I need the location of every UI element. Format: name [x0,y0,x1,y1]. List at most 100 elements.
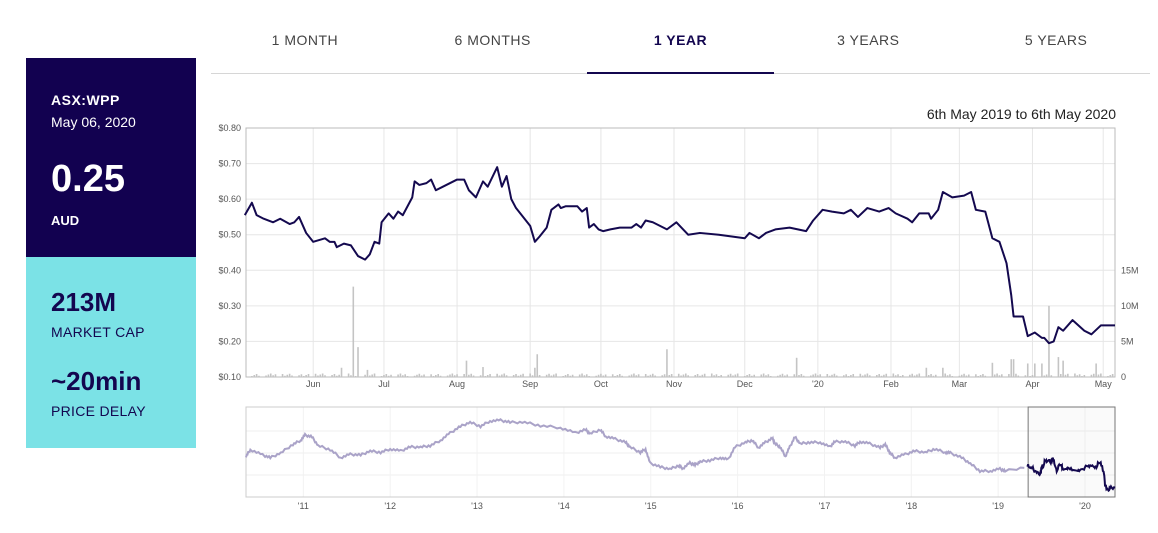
volume-bar [333,374,336,377]
volume-bar [826,374,829,377]
volume-bar [406,376,409,377]
volume-bar [635,375,638,377]
volume-bar [644,374,647,377]
y-tick-label: $0.50 [218,230,241,240]
volume-bar [746,375,748,377]
volume-bar [1078,374,1081,377]
volume-bar [463,374,465,377]
volume-bar [835,375,838,377]
volume-bar [578,374,581,377]
volume-bar [786,374,789,377]
volume-bar [767,374,770,377]
volume-bar [1010,359,1013,377]
volume-bar [298,375,300,377]
volume-bar [1012,359,1015,377]
navigator-tick-label: '17 [819,501,831,511]
volume-bar [1043,375,1046,377]
volume-bar [571,374,574,377]
volume-bar [899,376,902,377]
volume-bar [647,375,649,377]
y-tick-label: $0.10 [218,372,241,382]
price-line [243,166,1115,345]
navigator-tick-label: '19 [992,501,1004,511]
volume-bar [793,374,796,377]
volume-bar [663,374,666,377]
volume-bar [404,374,406,377]
volume-bar [446,375,449,377]
x-tick-label: Sep [522,379,538,389]
volume-bar [380,376,383,377]
volume-bar [531,375,534,377]
volume-bar [958,375,961,377]
volume-bar [913,375,916,377]
volume-bar [703,373,706,377]
y-tick-label: $0.70 [218,159,241,169]
navigator-selection [1027,406,1116,498]
volume-bar [729,373,732,377]
volume-bar [618,374,621,377]
x-tick-label: Aug [449,379,465,389]
tab-5-years[interactable]: 5 YEARS [1024,32,1088,48]
volume-bar [781,373,784,377]
volume-bar [468,374,470,377]
volume-bar [979,375,982,377]
volume-bar [713,375,715,377]
tab-3-years[interactable]: 3 YEARS [837,32,900,48]
volume-bar [430,374,432,377]
volume-bar [536,354,539,377]
navigator-history-line [245,418,1025,474]
volume-bar [534,367,536,377]
volume-bar [748,374,751,377]
volume-bar [512,375,515,377]
volume-bar [1081,376,1083,377]
volume-bar [1029,376,1031,377]
volume-bar [616,375,619,377]
volume-bar [727,374,730,377]
volume-bar [545,374,548,377]
market-cap-value: 213M [51,287,117,317]
volume-bar [611,374,614,377]
volume-bar [420,375,423,377]
volume-bar [932,375,935,377]
quote-card: ASX:WPP May 06, 2020 0.25 AUD [26,58,196,257]
volume-bar [435,375,437,377]
volume-bar [567,374,569,377]
volume-bar [338,374,340,377]
volume-bar [564,375,567,377]
tab-1-year[interactable]: 1 YEAR [586,0,775,74]
tab-1-month[interactable]: 1 MONTH [271,32,339,48]
volume-bar [894,375,897,377]
tab-6-months[interactable]: 6 MONTHS [454,32,531,48]
volume-bar [934,374,937,377]
volume-bar [720,375,722,377]
volume-bar [1031,375,1034,377]
volume-bar [654,375,656,377]
volume-bar [814,373,817,377]
volume-bar [307,374,310,377]
volume-bar [317,375,319,377]
volume-bar [1107,376,1109,377]
volume-bar [369,375,371,377]
volume-bar [402,375,404,377]
volume-bar [996,373,998,377]
volume-bar [548,373,550,377]
volume-bar [927,375,930,377]
volume-bar [484,376,487,377]
volume-bar [701,374,704,377]
volume-bar [828,375,831,377]
volume-bar [685,373,687,377]
volume-bar [633,373,635,377]
volume-bar [1024,375,1027,377]
volume-bar [776,375,779,377]
currency: AUD [51,213,80,228]
volume-bar [621,375,623,377]
volume-bar [1059,374,1062,377]
volume-bar [354,376,357,377]
volume-bar [538,375,541,377]
x-tick-label: Apr [1025,379,1039,389]
share-price: 0.25 [51,158,125,200]
volume-bar [876,375,878,377]
volume-bar [885,373,888,377]
volume-tick-label: 0 [1121,372,1126,382]
